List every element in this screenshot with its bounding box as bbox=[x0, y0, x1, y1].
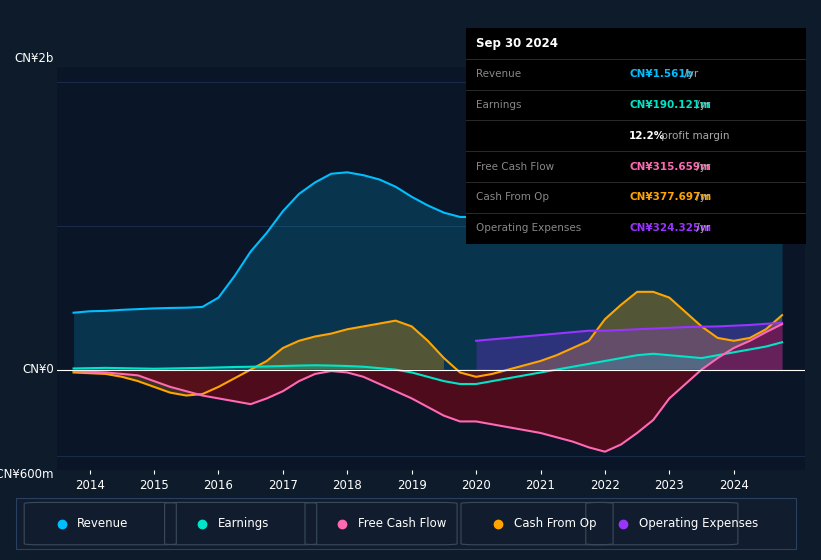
Text: Sep 30 2024: Sep 30 2024 bbox=[475, 37, 557, 50]
Text: CN¥0: CN¥0 bbox=[22, 363, 53, 376]
Text: Revenue: Revenue bbox=[77, 517, 129, 530]
Text: /yr: /yr bbox=[693, 193, 710, 202]
Text: Cash From Op: Cash From Op bbox=[475, 193, 548, 202]
Text: Free Cash Flow: Free Cash Flow bbox=[358, 517, 447, 530]
Text: CN¥2b: CN¥2b bbox=[14, 53, 53, 66]
Text: CN¥315.659m: CN¥315.659m bbox=[629, 162, 711, 171]
Text: /yr: /yr bbox=[693, 100, 710, 110]
Text: /yr: /yr bbox=[693, 223, 710, 233]
Text: Revenue: Revenue bbox=[475, 69, 521, 79]
Text: CN¥324.325m: CN¥324.325m bbox=[629, 223, 711, 233]
Text: Free Cash Flow: Free Cash Flow bbox=[475, 162, 554, 171]
Text: Cash From Op: Cash From Op bbox=[514, 517, 597, 530]
Text: Earnings: Earnings bbox=[218, 517, 269, 530]
Text: Earnings: Earnings bbox=[475, 100, 521, 110]
Text: /yr: /yr bbox=[681, 69, 699, 79]
Text: CN¥377.697m: CN¥377.697m bbox=[629, 193, 711, 202]
Text: Operating Expenses: Operating Expenses bbox=[639, 517, 758, 530]
Text: CN¥1.561b: CN¥1.561b bbox=[629, 69, 693, 79]
Text: 12.2%: 12.2% bbox=[629, 131, 665, 141]
Text: CN¥190.121m: CN¥190.121m bbox=[629, 100, 711, 110]
Text: profit margin: profit margin bbox=[658, 131, 730, 141]
Text: /yr: /yr bbox=[693, 162, 710, 171]
Text: Operating Expenses: Operating Expenses bbox=[475, 223, 581, 233]
Text: -CN¥600m: -CN¥600m bbox=[0, 468, 53, 481]
